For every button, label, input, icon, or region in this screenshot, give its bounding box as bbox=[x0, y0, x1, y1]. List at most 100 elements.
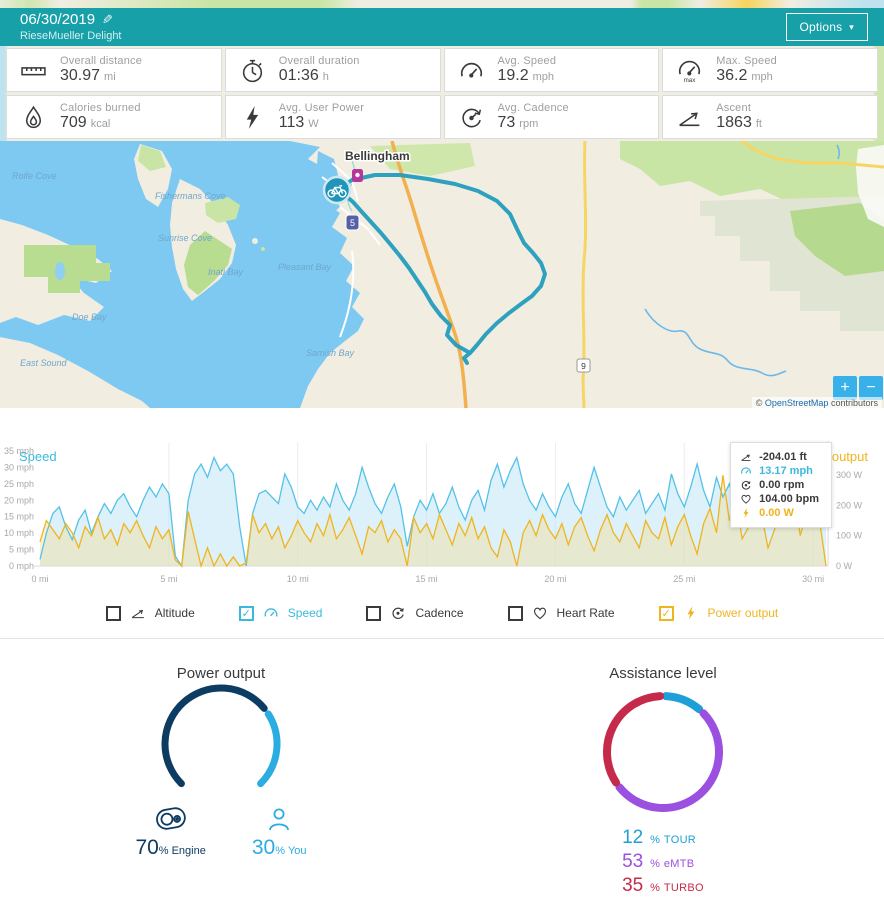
stat-card-ascent: Ascent 1863 ft bbox=[662, 95, 878, 139]
tooltip-row-speed: 13.17 mph bbox=[740, 464, 819, 478]
bicycle-icon bbox=[327, 185, 347, 198]
percent-sign: % bbox=[650, 858, 660, 870]
assistance-legend: 12% TOUR 53% eMTB 35% TURBO bbox=[622, 827, 704, 899]
legend-item-heart-rate[interactable]: Heart Rate bbox=[507, 605, 615, 621]
altitude-icon bbox=[740, 451, 752, 463]
you-percent: 30 bbox=[251, 836, 276, 859]
svg-text:15 mph: 15 mph bbox=[4, 512, 34, 522]
speedometer-icon bbox=[740, 465, 752, 477]
legend-item-cadence[interactable]: Cadence bbox=[366, 605, 464, 621]
activity-title: RieseMueller Delight bbox=[20, 30, 122, 43]
legend-item-speed[interactable]: ✓ Speed bbox=[238, 605, 323, 621]
stat-value: 73 bbox=[497, 114, 516, 131]
power-output-block: Power output 70% Engine bbox=[0, 639, 442, 899]
svg-text:9: 9 bbox=[581, 361, 586, 371]
attribution-suffix: contributors bbox=[830, 398, 878, 408]
osm-link[interactable]: OpenStreetMap bbox=[764, 398, 829, 408]
interstate-5-shield: 5 bbox=[345, 214, 360, 231]
speedometer-max-icon: max bbox=[676, 57, 703, 84]
route-map[interactable]: 5 9 Bellingham Rolfe Cove Fishermans Cov… bbox=[0, 141, 884, 408]
stopwatch-icon bbox=[239, 57, 266, 84]
svg-text:30 mph: 30 mph bbox=[4, 462, 34, 472]
stat-card-max-speed: max Max. Speed 36.2 mph bbox=[662, 48, 878, 92]
stat-label: Overall distance bbox=[60, 55, 143, 67]
assistance-level-block: Assistance level 12% TOUR 53% eMTB 35% TURB… bbox=[442, 639, 884, 899]
stat-unit: rpm bbox=[519, 118, 539, 130]
map-label-bay: East Sound bbox=[20, 358, 68, 368]
stat-unit: mph bbox=[532, 71, 555, 83]
edit-pencil-icon[interactable]: ✎ bbox=[102, 11, 113, 27]
stat-value: 19.2 bbox=[497, 67, 529, 84]
stat-card-avg-user-power: Avg. User Power 113 W bbox=[224, 95, 441, 139]
legend-item-altitude[interactable]: Altitude bbox=[105, 605, 195, 621]
percent-sign: % bbox=[275, 845, 285, 857]
speed-checkbox[interactable]: ✓ bbox=[238, 605, 254, 621]
engine-label: Engine bbox=[171, 845, 206, 857]
engine-icon bbox=[135, 803, 205, 833]
stat-label: Avg. Cadence bbox=[497, 102, 569, 114]
heart-rate-checkbox[interactable] bbox=[507, 605, 523, 621]
stat-unit: W bbox=[308, 118, 319, 130]
start-marker[interactable] bbox=[322, 175, 352, 205]
stat-label: Calories burned bbox=[60, 102, 141, 114]
cadence-icon bbox=[458, 104, 485, 131]
you-share: 30% You bbox=[252, 803, 307, 860]
legend-item-power-output[interactable]: ✓ Power output bbox=[658, 605, 779, 621]
legend-label: Power output bbox=[707, 606, 779, 620]
map-label-city: Bellingham bbox=[345, 149, 410, 163]
tooltip-value: 0.00 rpm bbox=[759, 479, 805, 491]
cadence-icon bbox=[740, 479, 752, 491]
highway-9-shield: 9 bbox=[576, 358, 591, 373]
assistance-donut bbox=[603, 692, 723, 812]
highway-9-road bbox=[581, 141, 588, 408]
tour-label: TOUR bbox=[663, 834, 697, 846]
chevron-down-icon: ▾ bbox=[849, 21, 854, 32]
percent-sign: % bbox=[650, 882, 660, 894]
chart-tooltip: -204.01 ft 13.17 mph 0.00 rpm 104.00 bpm… bbox=[730, 442, 832, 528]
stat-unit: kcal bbox=[90, 118, 111, 130]
engine-share: 70% Engine bbox=[135, 803, 206, 860]
svg-text:5 mph: 5 mph bbox=[9, 545, 34, 555]
stat-label: Ascent bbox=[716, 102, 752, 114]
assist-row-tour: 12% TOUR bbox=[622, 827, 704, 851]
lightning-bolt-icon bbox=[740, 507, 752, 519]
stat-value: 709 bbox=[60, 114, 87, 131]
altitude-icon bbox=[129, 605, 147, 621]
stat-card-overall-distance: Overall distance 30.97 mi bbox=[6, 48, 222, 92]
legend-label: Cadence bbox=[415, 606, 464, 620]
stat-card-overall-duration: Overall duration 01:36 h bbox=[224, 48, 441, 92]
svg-text:10 mph: 10 mph bbox=[4, 528, 34, 538]
map-zoom-out-button[interactable]: − bbox=[859, 376, 883, 400]
assist-row-turbo: 35% TURBO bbox=[622, 875, 704, 899]
speed-power-chart[interactable]: 0 mph 5 mph 10 mph 15 mph 20 mph 25 mph 30 mph… bbox=[0, 436, 884, 596]
tour-percent: 12 bbox=[622, 827, 644, 848]
heart-icon bbox=[531, 605, 549, 621]
cadence-checkbox[interactable] bbox=[366, 605, 382, 621]
legend-label: Altitude bbox=[154, 606, 195, 620]
map-zoom-in-button[interactable]: + bbox=[833, 376, 857, 400]
map-edge-strip bbox=[0, 0, 884, 8]
stat-value: 113 bbox=[278, 114, 305, 131]
svg-text:5: 5 bbox=[350, 218, 355, 228]
power-output-checkbox[interactable]: ✓ bbox=[658, 605, 674, 621]
ascent-icon bbox=[676, 104, 703, 131]
svg-text:20 mph: 20 mph bbox=[4, 495, 34, 505]
tooltip-value: -204.01 ft bbox=[759, 451, 807, 463]
altitude-checkbox[interactable] bbox=[105, 605, 121, 621]
assistance-level-title: Assistance level bbox=[609, 665, 717, 682]
map-label-bay: Rolfe Cove bbox=[12, 171, 57, 181]
activity-header: 06/30/2019 ✎ RieseMueller Delight Option… bbox=[0, 8, 884, 46]
engine-percent: 70 bbox=[135, 836, 159, 859]
ruler-icon bbox=[20, 57, 47, 84]
svg-text:5 mi: 5 mi bbox=[160, 574, 177, 584]
svg-text:300 W: 300 W bbox=[836, 470, 863, 480]
map-label-bay: Doe Bay bbox=[72, 312, 107, 322]
turbo-percent: 35 bbox=[622, 875, 644, 896]
interstate-5-road bbox=[390, 141, 468, 408]
summary-donuts-section: Power output 70% Engine bbox=[0, 638, 884, 899]
stat-unit: h bbox=[322, 71, 329, 83]
cadence-icon bbox=[389, 605, 407, 621]
options-button[interactable]: Options ▾ bbox=[785, 13, 868, 41]
legend-label: Speed bbox=[287, 606, 323, 620]
stat-card-avg-cadence: Avg. Cadence 73 rpm bbox=[443, 95, 660, 139]
